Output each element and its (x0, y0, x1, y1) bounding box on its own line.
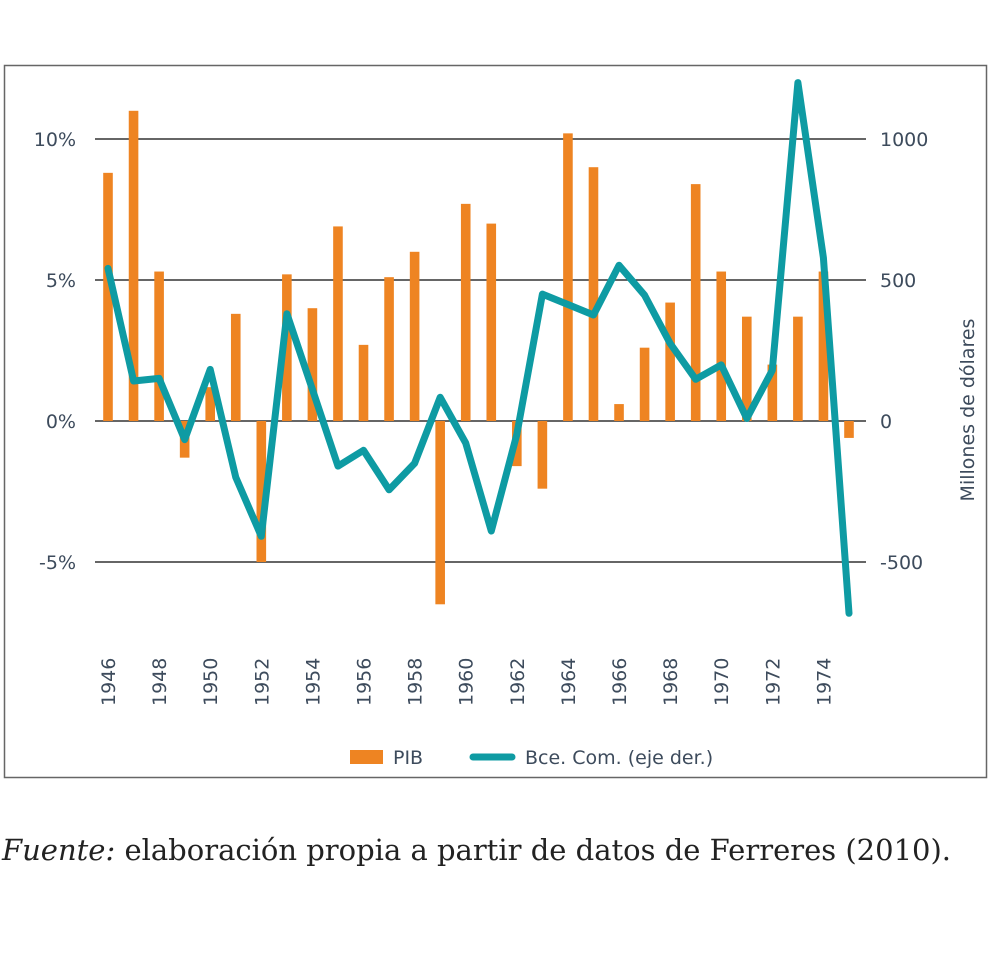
chart: -5% 0% 5% 10% -500 0 500 1000 1946 1948 1950 1952… (3, 64, 988, 779)
caption-source-label: Fuente: (2, 833, 116, 867)
series-line-bce-com (104, 79, 853, 617)
bar-pib-1965 (588, 167, 599, 421)
bar-pib-1959 (435, 421, 445, 605)
bar-pib-1950 (205, 387, 216, 421)
left-tick-label: 5% (46, 270, 76, 292)
bar-pib-1951 (230, 313, 241, 421)
bar-pib-1957 (384, 277, 394, 421)
bar-pib-1956 (358, 344, 369, 421)
bar-pib-1973 (793, 316, 803, 421)
chart-frame (3, 64, 988, 779)
bar-pib-1975 (844, 421, 854, 438)
x-tick-label: 1974 (813, 658, 835, 706)
x-tick-label: 1964 (558, 658, 580, 706)
caption: Fuente: elaboración propia a partir de d… (2, 828, 990, 872)
bar-pib-1958 (409, 251, 420, 421)
right-tick-label: 500 (880, 270, 916, 292)
right-axis-label: Millones de dólares (957, 319, 979, 502)
bar-pib-1974 (818, 271, 829, 421)
x-tick-label: 1966 (609, 658, 631, 706)
legend-swatch-pib (350, 750, 383, 764)
bar-pib-1960 (460, 203, 471, 421)
x-tick-label: 1948 (149, 658, 171, 706)
bar-pib-1946 (103, 172, 113, 421)
x-tick-label: 1946 (98, 658, 120, 706)
right-tick-label: -500 (880, 552, 923, 574)
bar-pib-1969 (690, 184, 701, 421)
bar-pib-1967 (639, 347, 650, 421)
bar-pib-1948 (154, 271, 164, 421)
x-tick-label: 1960 (456, 658, 478, 706)
bar-pib-1955 (333, 226, 343, 421)
legend-label-pib: PIB (393, 747, 423, 769)
x-tick-label: 1970 (711, 658, 733, 706)
x-tick-label: 1952 (251, 658, 273, 706)
legend-label-bce: Bce. Com. (eje der.) (525, 747, 713, 769)
x-tick-label: 1958 (405, 658, 427, 706)
bar-pib-1968 (665, 302, 675, 421)
bar-pib-1947 (128, 110, 139, 422)
bar-pib-1964 (563, 133, 573, 422)
left-tick-label: 0% (46, 411, 76, 433)
bar-pib-1970 (716, 271, 727, 421)
right-tick-label: 0 (880, 411, 892, 433)
x-tick-label: 1968 (660, 658, 682, 706)
bar-pib-1971 (741, 316, 752, 421)
bar-pib-1966 (614, 404, 624, 421)
bar-pib-1963 (537, 421, 548, 489)
bar-pib-1952 (256, 421, 267, 562)
x-tick-label: 1972 (762, 658, 784, 706)
bar-pib-1954 (307, 308, 318, 421)
right-tick-label: 1000 (880, 129, 928, 151)
x-tick-label: 1954 (302, 658, 324, 706)
x-tick-label: 1956 (354, 658, 376, 706)
bar-pib-1953 (282, 274, 292, 421)
bar-pib-1972 (767, 364, 778, 421)
legend: PIB Bce. Com. (eje der.) (350, 747, 713, 769)
x-tick-label: 1950 (200, 658, 222, 706)
caption-text: elaboración propia a partir de datos de … (115, 833, 952, 867)
left-tick-label: 10% (34, 129, 76, 151)
x-tick-label: 1962 (507, 658, 529, 706)
bar-pib-1961 (486, 223, 497, 421)
left-tick-label: -5% (39, 552, 76, 574)
